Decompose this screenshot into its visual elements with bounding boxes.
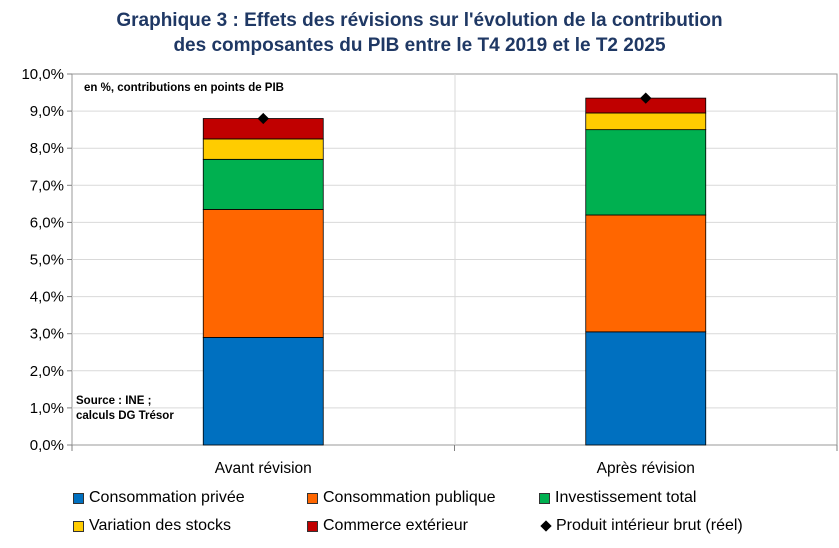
y-tick-label: 4,0% [30,289,64,306]
chart-title-line2: des composantes du PIB entre le T4 2019 … [173,35,666,56]
y-tick-label: 3,0% [30,326,64,343]
y-tick-label: 9,0% [30,103,64,120]
legend-swatch [73,520,84,532]
y-tick-label: 6,0% [30,214,64,231]
legend-item-consommation-publique: Consommation publique [307,489,496,507]
legend-swatch [307,520,318,532]
y-tick-label: 5,0% [30,252,64,269]
source-note-line1: Source : INE ; [76,395,151,407]
bar-segment [585,129,707,216]
legend-label: Produit intérieur brut (réel) [556,517,743,534]
bar-segment [202,138,324,160]
y-tick-label: 7,0% [30,177,64,194]
x-category-label: Avant révision [215,460,312,477]
legend-swatch [539,492,550,504]
bar-segment [585,112,707,131]
legend-swatch [73,492,84,504]
y-tick-label: 2,0% [30,363,64,380]
y-tick-label: 0,0% [30,437,64,454]
bar-segment [585,214,707,333]
legend-label: Consommation privée [89,489,245,506]
legend-label: Consommation publique [323,489,496,506]
bars [202,97,707,446]
legend-item-commerce-exterieur: Commerce extérieur [307,517,468,535]
legend-label: Variation des stocks [89,517,231,534]
legend-item-variation-des-stocks: Variation des stocks [73,517,231,535]
source-note-line2: calculs DG Trésor [76,410,174,422]
bar-segment [585,331,707,446]
bar-segment [202,337,324,446]
x-category-label: Après révision [597,460,695,477]
gridlines [72,110,837,409]
legend-swatch [307,492,318,504]
y-axis: 0,0% 1,0% 2,0% 3,0% 4,0% 5,0% 6,0% 7,0% 8,0% 9,0%… [21,66,72,454]
chart-title-line1: Graphique 3 : Effets des révisions sur l… [116,10,723,31]
y-tick-label: 8,0% [30,140,64,157]
x-axis: Avant révision Après révision [71,445,838,477]
bar-segment [202,209,324,338]
legend-label: Commerce extérieur [323,517,468,534]
unit-note: en %, contributions en points de PIB [84,82,284,94]
legend-item-consommation-privee: Consommation privée [73,489,245,507]
legend-item-investissement-total: Investissement total [539,489,696,507]
chart-title: Graphique 3 : Effets des révisions sur l… [0,8,839,58]
diamond-icon [540,520,552,532]
y-tick-label: 10,0% [21,66,64,83]
bar-segment [202,158,324,210]
legend-item-pib: Produit intérieur brut (réel) [539,517,743,535]
y-tick-label: 1,0% [30,400,64,417]
legend-label: Investissement total [555,489,697,506]
